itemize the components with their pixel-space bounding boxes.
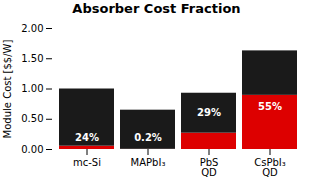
svg-text:mc-Si: mc-Si (73, 157, 101, 168)
svg-text:0.50: 0.50 (21, 113, 43, 124)
html-text:Absorber Cost Fraction: Absorber Cost Fraction (72, 1, 241, 16)
svg-text:CsPbI₃QD: CsPbI₃QD (254, 157, 286, 178)
svg-text:24%: 24% (75, 132, 99, 143)
svg-text:2.00: 2.00 (21, 23, 43, 34)
svg-text:0.2%: 0.2% (134, 132, 162, 143)
svg-text:55%: 55% (258, 101, 282, 112)
svg-text:Module Cost [$$/W]: Module Cost [$$/W] (2, 40, 13, 139)
svg-text:1.00: 1.00 (21, 83, 43, 94)
svg-text:PbSQD: PbSQD (200, 157, 219, 178)
svg-text:29%: 29% (197, 107, 221, 118)
svg-text:0.00: 0.00 (21, 144, 43, 155)
svg-text:1.50: 1.50 (21, 53, 43, 64)
svg-text:MAPbI₃: MAPbI₃ (131, 157, 166, 168)
